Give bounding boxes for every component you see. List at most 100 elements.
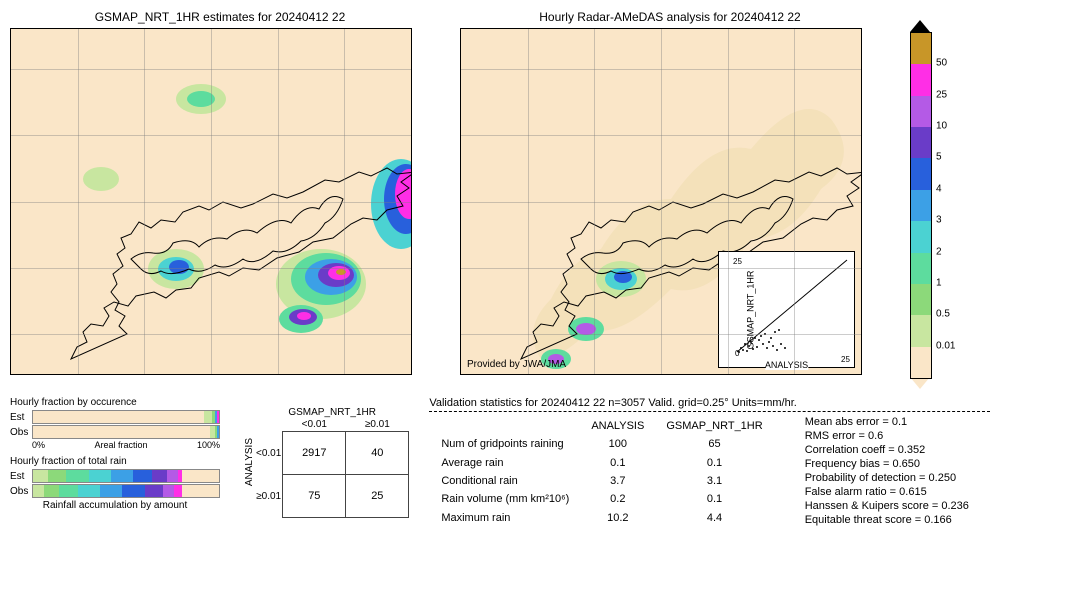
fraction-bar-seg [204,411,211,423]
val-stat-line: Hanssen & Kuipers score = 0.236 [805,500,969,512]
fraction-bar-seg [78,485,100,497]
fraction-bar-row: Obs [10,484,220,498]
fraction-bar-seg [33,485,44,497]
colorbar-label: 4 [936,183,942,194]
colorbar-segment [910,252,932,284]
val-stat-line: Equitable threat score = 0.166 [805,514,969,526]
fraction-bar [32,484,220,498]
fraction-bar [32,410,220,424]
map-right-panel: Hourly Radar-AMeDAS analysis for 2024041… [460,10,880,377]
svg-text:25: 25 [841,355,850,364]
scatter-x-label: ANALYSIS [765,360,808,370]
colorbar-segment [910,126,932,158]
colorbar-triangle-top [910,20,930,32]
val-stat-line: RMS error = 0.6 [805,430,969,442]
validation-title: Validation statistics for 20240412 22 n=… [429,397,990,409]
validation-panel: Validation statistics for 20240412 22 n=… [429,397,990,528]
val-table-cell: 10.2 [581,510,654,526]
fraction-bar-seg [33,411,204,423]
val-table-cell: 100 [581,436,654,452]
ct-cell-11: 25 [346,475,409,518]
val-stat-line: Correlation coeff = 0.352 [805,444,969,456]
val-table-cell: 0.1 [581,455,654,471]
val-table-cell: 65 [656,436,772,452]
map-right-credit: Provided by JWA/JMA [467,359,566,370]
fraction-occ-title: Hourly fraction by occurence [10,397,220,408]
colorbar-segment [910,189,932,221]
ct-cell-10: 75 [283,475,346,518]
val-table-cell: 0.1 [656,491,772,507]
colorbar-label: 3 [936,215,942,226]
svg-text:0: 0 [735,349,740,358]
fraction-bar-seg [145,485,164,497]
fraction-total-title: Hourly fraction of total rain [10,456,220,467]
fraction-bar-seg [100,485,122,497]
fraction-bar-seg [44,485,59,497]
fraction-bar-row: Est [10,469,220,483]
val-stat-line: Probability of detection = 0.250 [805,472,969,484]
colorbar-label: 0.01 [936,340,955,351]
fb-axis-0: 0% [32,440,45,450]
fb-axis-2: 100% [197,440,220,450]
colorbar-label: 5 [936,152,942,163]
fraction-bar-seg [167,470,178,482]
fraction-bar-seg [174,485,181,497]
colorbar-segment [910,283,932,315]
fraction-bar-seg [33,470,48,482]
ct-row-0: <0.01 [255,432,283,475]
fraction-bar-seg [133,470,152,482]
fraction-bar [32,469,220,483]
colorbar-segment [910,314,932,346]
fraction-bar [32,425,220,439]
fraction-bar-seg [48,470,67,482]
fraction-total-footer: Rainfall accumulation by amount [10,500,220,511]
fraction-bar-seg [59,485,78,497]
val-table-header: ANALYSIS [581,418,654,434]
fraction-bars: Hourly fraction by occurence Est Obs 0% A… [10,397,220,528]
fraction-bar-row: Obs [10,425,220,439]
colorbar-label: 0.5 [936,309,950,320]
map-left-panel: GSMAP_NRT_1HR estimates for 20240412 22 [10,10,430,377]
fraction-bar-seg [89,470,111,482]
colorbar-segment [910,157,932,189]
fraction-bar-label: Obs [10,486,32,497]
colorbar-label: 50 [936,58,947,69]
val-table-header [431,418,579,434]
val-table-cell: Average rain [431,455,579,471]
colorbar-label: 1 [936,277,942,288]
fraction-bar-seg [66,470,88,482]
map-right-box: Provided by JWA/JMA 25 [460,28,862,375]
colorbar-label: 25 [936,89,947,100]
ct-row-header: ANALYSIS [240,438,255,486]
map-right-title: Hourly Radar-AMeDAS analysis for 2024041… [460,10,880,24]
val-table-cell: Maximum rain [431,510,579,526]
ct-col-header: GSMAP_NRT_1HR [255,407,409,418]
fraction-bar-row: Est [10,410,220,424]
colorbar-segment [910,32,932,64]
fraction-bar-seg [163,485,174,497]
fraction-bar-label: Est [10,412,32,423]
validation-divider [429,411,990,412]
bottom-row: Hourly fraction by occurence Est Obs 0% A… [10,397,990,528]
colorbar-label: 2 [936,246,942,257]
ct-col-0: <0.01 [283,418,346,432]
ct-col-1: ≥0.01 [346,418,409,432]
colorbar-segment [910,220,932,252]
fraction-bar-seg [217,426,219,438]
val-stat-line: False alarm ratio = 0.615 [805,486,969,498]
fb-axis-1: Areal fraction [94,440,147,450]
val-table-cell: 4.4 [656,510,772,526]
fraction-bar-seg [33,426,210,438]
ct-row-1: ≥0.01 [255,475,283,518]
colorbar-segment [910,95,932,127]
val-table-cell: Conditional rain [431,473,579,489]
colorbar-segment [910,346,932,379]
colorbar: 0.010.512345102550 [910,32,930,377]
map-left-title: GSMAP_NRT_1HR estimates for 20240412 22 [10,10,430,24]
val-stat-line: Mean abs error = 0.1 [805,416,969,428]
fraction-bar-seg [178,470,182,482]
ct-cell-01: 40 [346,432,409,475]
val-table-cell: 0.1 [656,455,772,471]
val-table-cell: 3.7 [581,473,654,489]
contingency-table: <0.01≥0.01 <0.01 2917 40 ≥0.01 75 25 [255,418,409,518]
